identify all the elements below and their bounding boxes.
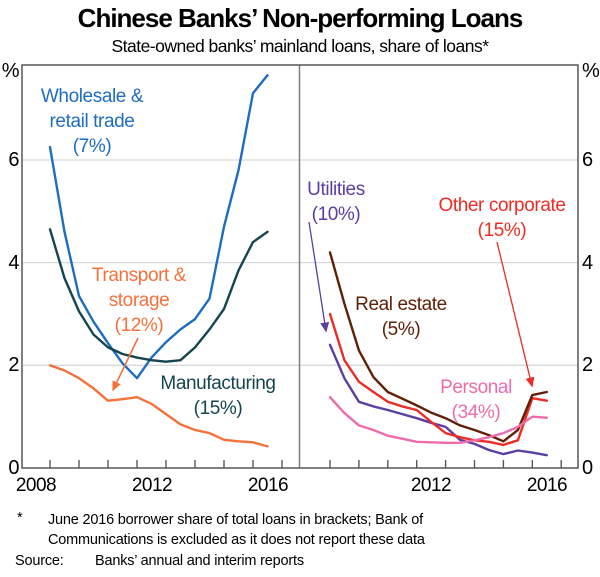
y-axis-unit-right: %: [582, 60, 600, 82]
x-tick-label-right-2012: 2012: [410, 475, 452, 496]
footnote-text: June 2016 borrower share of total loans …: [48, 510, 425, 550]
series-label-line: Manufacturing: [160, 373, 276, 394]
series-label-real-estate: Real estate (5%): [355, 292, 447, 342]
y-tick-label-right-4: 4: [582, 252, 593, 274]
y-tick-label-right-0: 0: [582, 457, 593, 479]
line-other-corporate: [328, 312, 548, 447]
series-label-personal: Personal (34%): [440, 375, 512, 425]
series-label-line: Personal: [440, 377, 512, 398]
footnote-line-1: June 2016 borrower share of total loans …: [48, 512, 423, 528]
footnote-line-2: Communications is excluded as it does no…: [48, 532, 425, 548]
y-tick-label-right-6: 6: [582, 149, 593, 171]
line-real-estate: [328, 251, 548, 443]
chart-subtitle: State-owned banks’ mainland loans, share…: [111, 36, 489, 56]
x-tick-label-left-2016: 2016: [247, 475, 289, 496]
series-label-line: (7%): [72, 136, 112, 157]
series-label-line: Other corporate: [438, 195, 566, 216]
series-label-line: Utilities: [307, 179, 365, 200]
series-label-manufacturing: Manufacturing (15%): [160, 371, 276, 421]
series-label-line: Transport &: [91, 265, 187, 286]
line-personal: [328, 396, 548, 444]
series-label-line: (12%): [114, 315, 164, 336]
x-tick-label-left-2008: 2008: [15, 475, 57, 496]
x-tick-label-right-2016: 2016: [526, 475, 568, 496]
chart-title: Chinese Banks’ Non-performing Loans: [77, 3, 524, 33]
source-label: Source:: [15, 553, 64, 569]
series-label-line: (5%): [381, 319, 421, 340]
y-tick-label-left-4: 4: [8, 252, 19, 274]
y-tick-label-left-0: 0: [8, 457, 19, 479]
y-tick-label-right-2: 2: [582, 354, 593, 376]
y-tick-label-left-6: 6: [8, 149, 19, 171]
plot-frame: [21, 64, 579, 469]
y-axis-unit-left: %: [1, 60, 20, 82]
y-tick-label-left-2: 2: [8, 354, 19, 376]
series-label-transport-storage: Transport & storage (12%): [91, 263, 187, 338]
line-transport-storage: [48, 364, 269, 448]
line-wholesale-retail: [48, 74, 269, 380]
callout-arrow-other-corporate: [496, 241, 535, 388]
line-manufacturing: [48, 228, 269, 363]
series-label-line: (15%): [193, 398, 243, 419]
series-label-other-corporate: Other corporate (15%): [438, 193, 565, 243]
callout-arrow-transport-storage: [112, 337, 139, 392]
series-label-wholesale-retail: Wholesale & retail trade (7%): [40, 84, 144, 159]
series-label-line: retail trade: [49, 111, 135, 132]
footnote-marker: *: [17, 510, 23, 526]
series-label-line: (34%): [451, 402, 501, 423]
x-tick-label-left-2012: 2012: [131, 475, 173, 496]
series-label-line: storage: [108, 290, 170, 311]
source-text: Banks’ annual and interim reports: [95, 553, 304, 569]
series-label-utilities: Utilities (10%): [307, 177, 365, 227]
series-label-line: Wholesale &: [40, 86, 144, 107]
series-label-line: (10%): [311, 204, 361, 225]
callout-arrow-utilities: [308, 221, 330, 333]
line-utilities: [328, 343, 548, 457]
series-label-line: (15%): [477, 220, 527, 241]
series-label-line: Real estate: [355, 294, 447, 315]
